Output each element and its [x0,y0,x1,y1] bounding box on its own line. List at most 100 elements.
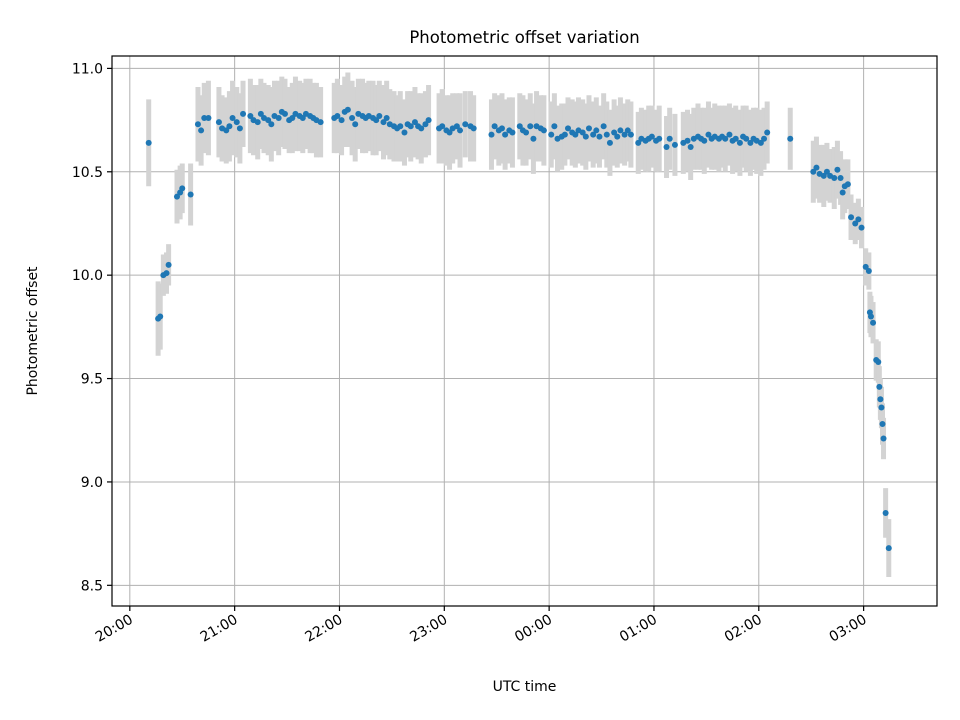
y-tick-label: 9.5 [81,372,103,388]
data-point [198,127,205,134]
plot-frame [111,55,938,607]
data-point [621,131,628,138]
data-point [201,115,208,122]
data-point [540,127,547,134]
data-point [425,117,432,124]
data-point [257,110,264,117]
data-point [457,127,464,134]
data-point [299,115,306,122]
data-point [509,129,516,136]
y-tick-label: 10.5 [72,165,103,181]
data-point [254,119,261,126]
data-point [498,125,505,132]
data-point [352,121,359,128]
data-point [488,131,495,138]
data-point [831,174,838,181]
data-point [338,117,345,124]
data-point [606,139,613,146]
data-point [334,112,341,119]
data-point [422,121,429,128]
data-point [585,125,592,132]
data-point [223,127,230,134]
y-tick-label: 9.0 [81,475,103,491]
data-point [530,135,537,142]
data-point [603,131,610,138]
data-point [527,123,534,130]
data-point [820,172,827,179]
data-point [666,135,673,142]
data-point [411,119,418,126]
data-point [648,133,655,140]
data-point [289,115,296,122]
data-point [373,117,380,124]
data-point [596,133,603,140]
data-point [878,404,885,411]
data-point [687,143,694,150]
data-point [401,129,408,136]
data-point [516,123,523,130]
data-point [624,127,631,134]
data-point [855,216,862,223]
data-point [880,435,887,442]
data-point [870,319,877,326]
data-point [885,545,892,552]
data-point [548,131,555,138]
data-point [852,220,859,227]
data-point [858,224,865,231]
data-point [226,123,233,130]
data-point [837,174,844,181]
data-point [663,143,670,150]
x-axis-label: UTC time [493,679,557,695]
data-point [875,359,882,366]
data-point [627,131,634,138]
data-point [590,131,597,138]
data-point [145,139,152,146]
data-point [376,112,383,119]
data-point [349,115,356,122]
data-point [157,313,164,320]
data-point [165,261,172,268]
data-point [572,131,579,138]
data-point [736,139,743,146]
data-point [617,127,624,134]
y-axis-ticks: 8.5 9.0 9.5 10.0 10.5 11.0 [72,61,112,594]
data-point [551,123,558,130]
data-point [179,185,186,192]
data-point [523,129,530,136]
data-point [844,181,851,188]
data-point [470,125,477,132]
data-point [671,141,678,148]
data-point [236,125,243,132]
data-point [810,168,817,175]
data-point [344,106,351,113]
data-point [491,123,498,130]
data-point [701,137,708,144]
y-tick-label: 8.5 [81,578,103,594]
data-point [747,139,754,146]
data-point [397,123,404,130]
data-point [173,193,180,200]
data-point [865,268,872,275]
data-point [194,121,201,128]
data-point [380,119,387,126]
data-point [229,115,236,122]
data-point [743,135,750,142]
data-point [439,123,446,130]
chart-title: Photometric offset variation [409,28,639,47]
data-point [722,135,729,142]
data-point [848,214,855,221]
data-point [876,383,883,390]
data-point [877,396,884,403]
data-point [813,164,820,171]
data-point [656,135,663,142]
data-points [145,106,892,552]
data-point [247,112,254,119]
data-point [732,135,739,142]
y-axis-label: Photometric offset [25,266,41,396]
data-point [268,121,275,128]
data-point [614,133,621,140]
data-point [383,115,390,122]
data-point [787,135,794,142]
